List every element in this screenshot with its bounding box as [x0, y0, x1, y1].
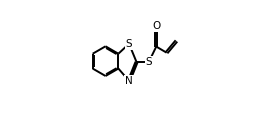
Text: O: O [152, 21, 160, 31]
Text: N: N [125, 76, 133, 86]
Text: S: S [145, 57, 152, 67]
Text: S: S [126, 39, 132, 49]
